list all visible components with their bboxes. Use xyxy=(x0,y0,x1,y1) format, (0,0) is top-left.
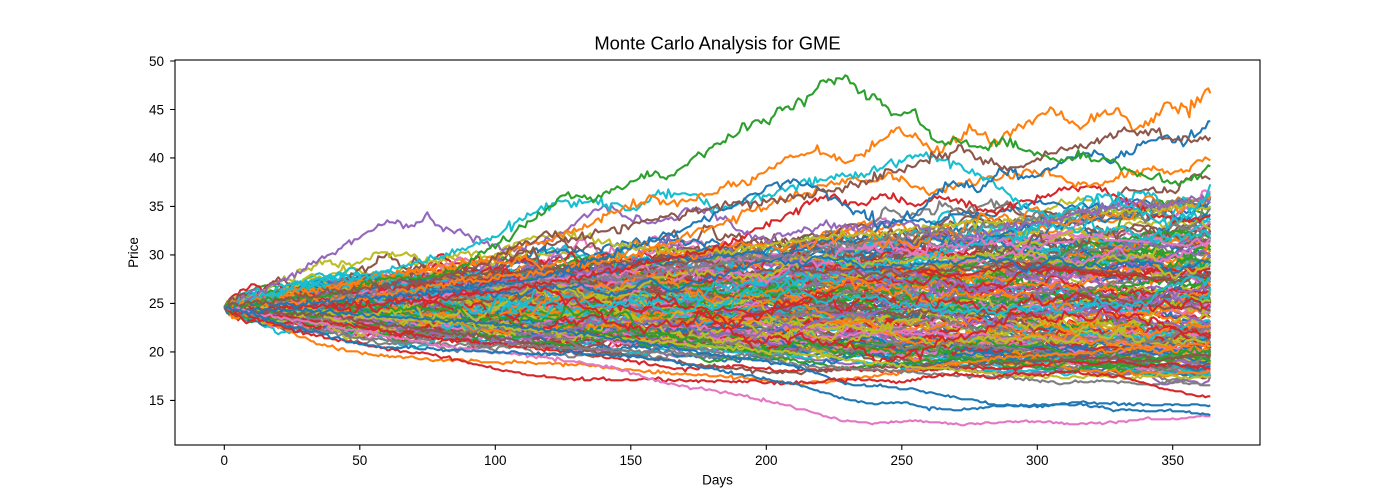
svg-text:15: 15 xyxy=(149,393,164,408)
svg-text:Days: Days xyxy=(702,473,733,488)
svg-text:300: 300 xyxy=(1026,453,1049,468)
svg-text:35: 35 xyxy=(149,199,164,214)
svg-text:250: 250 xyxy=(891,453,914,468)
svg-text:Monte Carlo Analysis for GME: Monte Carlo Analysis for GME xyxy=(594,33,840,54)
svg-text:45: 45 xyxy=(149,102,164,117)
svg-text:200: 200 xyxy=(755,453,778,468)
svg-text:25: 25 xyxy=(149,296,164,311)
svg-text:50: 50 xyxy=(352,453,367,468)
svg-text:50: 50 xyxy=(149,54,164,69)
svg-text:Price: Price xyxy=(126,237,141,268)
svg-text:150: 150 xyxy=(620,453,643,468)
svg-text:100: 100 xyxy=(484,453,507,468)
svg-text:30: 30 xyxy=(149,248,164,263)
svg-text:20: 20 xyxy=(149,345,164,360)
svg-text:350: 350 xyxy=(1161,453,1184,468)
svg-text:0: 0 xyxy=(221,453,229,468)
svg-text:40: 40 xyxy=(149,151,164,166)
